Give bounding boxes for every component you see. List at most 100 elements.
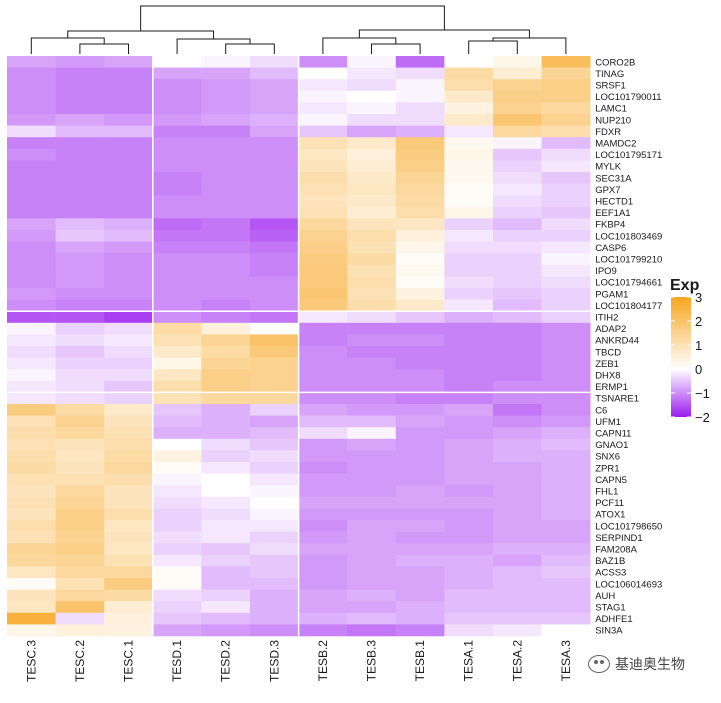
legend-tick-label: −1 xyxy=(695,386,710,401)
heatmap-cell xyxy=(250,114,299,126)
heatmap-cell xyxy=(395,311,445,324)
heatmap-cell xyxy=(444,473,494,486)
dendrogram-branch xyxy=(79,43,129,54)
heatmap-cell xyxy=(493,230,542,242)
heatmap-cell xyxy=(7,241,56,254)
heatmap-cell xyxy=(395,554,445,567)
heatmap-cell xyxy=(152,531,202,544)
heatmap-cell xyxy=(298,531,348,544)
heatmap-cell xyxy=(395,137,445,150)
heatmap-cell xyxy=(104,172,154,184)
heatmap-cell xyxy=(201,404,251,416)
heatmap-cell xyxy=(250,589,299,602)
row-label: ATOX1 xyxy=(595,510,625,521)
column-dendrogram xyxy=(30,5,567,54)
heatmap-cell xyxy=(444,241,494,254)
heatmap-cell xyxy=(250,380,299,393)
heatmap-cell xyxy=(104,90,154,103)
heatmap-cell xyxy=(152,508,202,521)
heatmap-cell xyxy=(55,195,105,208)
heatmap-cell xyxy=(152,125,202,138)
heatmap-cell xyxy=(104,554,154,567)
color-legend: Exp 3 2 1 0 −1 −2 xyxy=(670,277,710,425)
heatmap-cell xyxy=(541,369,591,382)
legend-tick-label: 2 xyxy=(695,314,702,329)
heatmap-cell xyxy=(395,183,445,196)
heatmap-cell xyxy=(493,554,542,567)
heatmap-cell xyxy=(250,415,299,428)
heatmap-cell xyxy=(493,473,542,486)
row-label: UFM1 xyxy=(595,417,621,428)
heatmap-cell xyxy=(104,264,154,277)
heatmap-cell xyxy=(298,102,348,115)
row-label: HECTD1 xyxy=(595,197,633,208)
heatmap-cell xyxy=(152,288,202,300)
heatmap-cell xyxy=(444,253,494,266)
heatmap-cell xyxy=(395,102,445,115)
heatmap-cell xyxy=(201,206,251,219)
row-label: TSNARE1 xyxy=(595,394,639,405)
heatmap-cell xyxy=(152,264,202,277)
heatmap-cell xyxy=(347,473,397,486)
heatmap-cell xyxy=(7,264,56,277)
heatmap-cell xyxy=(7,299,56,312)
heatmap-cell xyxy=(201,346,251,358)
heatmap-cell xyxy=(395,241,445,254)
heatmap-cell xyxy=(250,334,299,347)
heatmap-cell xyxy=(347,334,397,347)
heatmap-cell xyxy=(347,299,397,312)
heatmap-cell xyxy=(152,404,202,416)
heatmap-cell xyxy=(493,125,542,138)
row-label: DHX8 xyxy=(595,371,620,382)
heatmap-cell xyxy=(55,380,105,393)
heatmap-cell xyxy=(541,404,591,416)
column-label: TESA.1 xyxy=(462,640,476,682)
heatmap-cell xyxy=(55,438,105,451)
heatmap-cell xyxy=(152,218,202,231)
row-label: LOC101804177 xyxy=(595,301,662,312)
heatmap-cell xyxy=(104,496,154,509)
legend-title: Exp xyxy=(670,277,700,294)
heatmap-cell xyxy=(55,206,105,219)
heatmap-cell xyxy=(298,496,348,509)
heatmap-cell xyxy=(152,496,202,509)
heatmap-cell xyxy=(104,357,154,370)
heatmap-cell xyxy=(444,554,494,567)
row-label: ADHFE1 xyxy=(595,614,632,625)
heatmap-cell xyxy=(104,137,154,150)
heatmap-cell xyxy=(104,427,154,440)
heatmap-cell xyxy=(104,311,154,324)
heatmap-cell xyxy=(152,206,202,219)
heatmap-cell xyxy=(298,264,348,277)
heatmap-cell xyxy=(493,531,542,544)
heatmap-cell xyxy=(541,230,591,242)
heatmap-cell xyxy=(104,102,154,115)
heatmap-cell xyxy=(201,102,251,115)
heatmap-cell xyxy=(395,473,445,486)
heatmap-cell xyxy=(444,299,494,312)
heatmap-cell xyxy=(104,148,154,161)
heatmap-cell xyxy=(152,450,202,463)
heatmap-cell xyxy=(201,601,251,614)
heatmap-cell xyxy=(493,137,542,150)
heatmap-cell xyxy=(493,357,542,370)
heatmap-cell xyxy=(201,67,251,80)
heatmap-cell xyxy=(55,125,105,138)
heatmap-cell xyxy=(541,357,591,370)
heatmap-cell xyxy=(347,230,397,242)
heatmap-cell xyxy=(347,172,397,184)
heatmap-cell xyxy=(55,90,105,103)
heatmap-cell xyxy=(250,311,299,324)
heatmap-cell xyxy=(444,56,494,68)
heatmap-cell xyxy=(493,253,542,266)
heatmap-cell xyxy=(493,172,542,184)
heatmap-cell xyxy=(250,276,299,289)
heatmap-cell xyxy=(298,508,348,521)
heatmap-cell xyxy=(395,253,445,266)
heatmap-cell xyxy=(395,218,445,231)
heatmap-cell xyxy=(444,334,494,347)
heatmap-cell xyxy=(347,90,397,103)
heatmap-cell xyxy=(7,473,56,486)
heatmap-cell xyxy=(104,195,154,208)
heatmap-cell xyxy=(541,67,591,80)
